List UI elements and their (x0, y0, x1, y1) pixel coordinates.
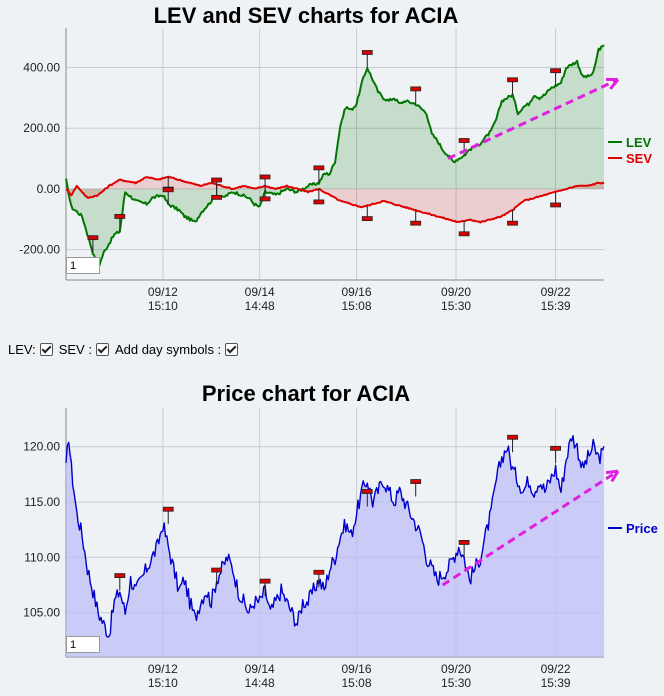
y-tick-label: 115.00 (24, 495, 60, 509)
day-marker-flag (550, 68, 561, 74)
trend-arrow-line (447, 78, 619, 160)
x-tick-label: 15:39 (541, 299, 571, 313)
day-marker-flag (458, 138, 470, 143)
x-tick-label: 15:10 (148, 676, 178, 690)
day-marker-flag (361, 216, 373, 222)
top-chart-title: LEV and SEV charts for ACIA (154, 3, 459, 28)
day-marker-flag (313, 569, 325, 575)
legend-label-lev: LEV (626, 135, 652, 150)
lev-toggle-label: LEV: (8, 342, 36, 357)
sev-checkbox[interactable] (95, 343, 109, 356)
day-marker-flag (458, 231, 470, 237)
trend-arrow-line (441, 469, 619, 587)
day-marker-flag (259, 196, 271, 202)
bottom-chart-title: Price chart for ACIA (202, 381, 410, 406)
day-marker-flag (211, 194, 223, 200)
day-marker-flag (162, 506, 174, 512)
sev-area (66, 176, 604, 223)
plot-area (66, 28, 604, 280)
x-tick-label: 09/12 (148, 285, 178, 299)
day-marker-flag (458, 539, 470, 545)
trend-arrowhead (605, 469, 620, 483)
bottom-zoom-input[interactable]: 1 (66, 636, 100, 653)
lev-sev-chart: LEV and SEV charts for ACIA 400.00 200.00… (19, 3, 652, 313)
y-tick-label: 0.00 (37, 182, 61, 196)
y-tick-label: 120.00 (23, 440, 60, 454)
day-symbols-checkbox[interactable] (225, 343, 239, 356)
day-marker-flag (507, 77, 518, 83)
x-tick-label: 15:30 (441, 676, 471, 690)
day-marker-flag (313, 199, 325, 205)
day-marker-flag (114, 214, 126, 219)
day-marker-flag (313, 165, 325, 171)
x-tick-label: 15:10 (148, 299, 178, 313)
sev-toggle-label: SEV : (58, 342, 92, 357)
day-marker-flag (162, 187, 174, 193)
x-tick-label: 09/14 (245, 662, 275, 676)
x-tick-label: 15:30 (441, 299, 471, 313)
day-marker-flag (410, 86, 422, 92)
sev-line (65, 175, 605, 224)
day-marker-flag (410, 220, 422, 226)
day-marker-flag (87, 235, 99, 241)
series-toggles: LEV: SEV : Add day symbols : (8, 342, 242, 357)
x-tick-label: 09/20 (441, 285, 471, 299)
x-tick-label: 15:39 (541, 676, 571, 690)
day-marker-flag (361, 50, 373, 55)
x-tick-label: 09/16 (342, 285, 372, 299)
lev-line (65, 44, 605, 270)
day-marker-flag (507, 434, 518, 440)
legend-label-price: Price (626, 521, 658, 536)
y-tick-label: -200.00 (19, 243, 60, 257)
day-marker-flag (259, 174, 271, 180)
day-marker-flag (507, 220, 518, 226)
lev-checkbox[interactable] (39, 343, 53, 356)
day-marker-flag (410, 479, 422, 484)
y-tick-label: 105.00 (23, 606, 60, 620)
x-tick-label: 09/12 (148, 662, 178, 676)
day-marker-flag (211, 177, 223, 183)
x-tick-label: 14:48 (245, 676, 275, 690)
day-marker-flag (550, 445, 561, 451)
price-chart: Price chart for ACIA 120.00 115.00 110.00 1… (23, 381, 658, 690)
day-marker-flag (259, 578, 271, 584)
x-tick-label: 14:48 (245, 299, 275, 313)
price-line (65, 435, 605, 638)
x-tick-label: 09/14 (245, 285, 275, 299)
x-tick-label: 09/22 (541, 662, 571, 676)
x-tick-label: 15:08 (342, 299, 372, 313)
price-area (66, 435, 604, 657)
y-tick-label: 110.00 (24, 550, 60, 564)
day-marker-flag (550, 202, 561, 208)
day-symbols-label: Add day symbols : (114, 342, 222, 357)
x-tick-label: 09/16 (342, 662, 372, 676)
day-marker-flag (114, 573, 126, 579)
x-tick-label: 15:08 (342, 676, 372, 690)
y-tick-label: 400.00 (23, 60, 60, 74)
y-tick-label: 200.00 (23, 121, 60, 135)
day-marker-flag (211, 567, 223, 573)
legend-label-sev: SEV (626, 151, 652, 166)
x-tick-label: 09/20 (441, 662, 471, 676)
x-tick-label: 09/22 (541, 285, 571, 299)
top-zoom-input[interactable]: 1 (66, 257, 100, 274)
day-marker-flag (361, 489, 373, 494)
trend-arrowhead (605, 77, 620, 90)
